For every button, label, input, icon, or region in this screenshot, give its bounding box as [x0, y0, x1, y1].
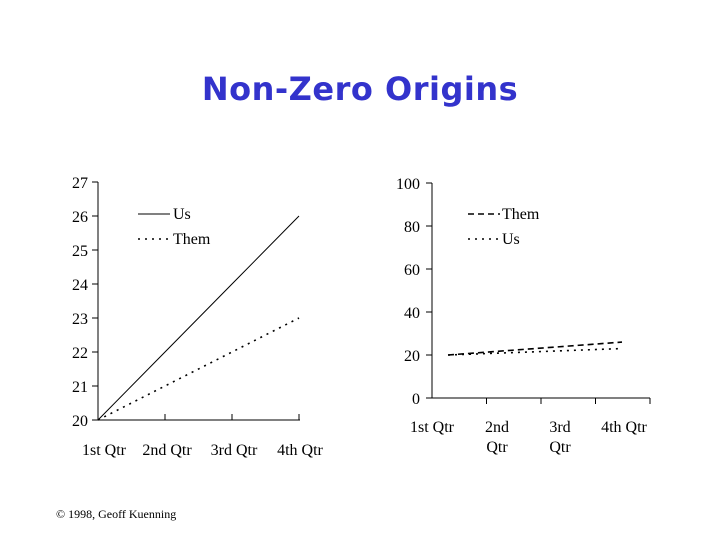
y-tick-label: 20: [404, 348, 420, 365]
y-tick-label: 80: [404, 219, 420, 236]
y-tick-label: 22: [72, 345, 88, 362]
legend-label-us: Us: [173, 206, 191, 223]
series-line-them: [97, 317, 300, 421]
left-chart: 20 21 22 23 24 25 26 27 1st Qtr 2nd Qtr 3rd Qtr 4th…: [72, 175, 324, 459]
y-tick-label: 23: [72, 311, 88, 328]
y-tick-label: 20: [72, 413, 88, 430]
y-tick-label: 24: [72, 277, 88, 294]
series-line-them: [447, 341, 623, 356]
y-tick-label: 25: [72, 243, 88, 260]
legend-label-them: Them: [502, 206, 540, 223]
slide-title: Non-Zero Origins: [201, 70, 519, 108]
y-tick-label: 27: [72, 175, 88, 192]
x-tick-label: 3rd Qtr: [549, 419, 571, 456]
series-line-us: [97, 215, 300, 421]
copyright-footer: © 1998, Geoff Kuenning: [56, 507, 177, 521]
x-tick-label: 1st Qtr: [82, 442, 127, 459]
y-tick-label: 21: [72, 379, 88, 396]
right-chart: 0 20 40 60 80 100 1st Qtr 2nd Qtr 3rd Qtr 4th Qtr Th…: [396, 176, 651, 456]
y-tick-label: 40: [404, 305, 420, 322]
y-tick-label: 60: [404, 262, 420, 279]
x-tick-label: 3rd Qtr: [211, 442, 258, 459]
x-tick-label: 4th Qtr: [601, 419, 647, 436]
legend-label-them: Them: [173, 231, 211, 248]
x-tick-label: 1st Qtr: [410, 419, 455, 436]
series-line-us: [447, 347, 623, 356]
legend-label-us: Us: [502, 231, 520, 248]
x-tick-label: 2nd Qtr: [485, 419, 509, 456]
x-tick-label: 2nd Qtr: [142, 442, 192, 459]
x-tick-label: 4th Qtr: [277, 442, 323, 459]
y-tick-label: 0: [412, 391, 420, 408]
y-tick-label: 100: [396, 176, 420, 193]
y-tick-label: 26: [72, 209, 88, 226]
